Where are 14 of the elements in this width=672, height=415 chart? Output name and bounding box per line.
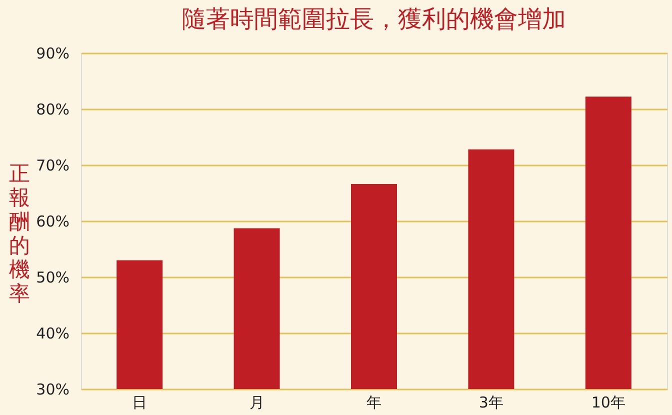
y-tick-label: 30% (36, 380, 70, 398)
y-tick-label: 60% (36, 212, 70, 230)
x-tick-label: 10年 (591, 394, 626, 412)
y-tick-label: 40% (36, 324, 70, 342)
y-tick-label: 50% (36, 268, 70, 286)
chart-title: 隨著時間範圍拉長，獲利的機會增加 (182, 5, 566, 33)
x-tick-label: 年 (366, 394, 382, 412)
y-tick-label: 70% (36, 156, 70, 174)
x-tick-label: 月 (249, 394, 264, 412)
y-axis-title: 正報酬的機率 (9, 162, 30, 306)
x-tick-label: 日 (132, 394, 148, 412)
y-tick-label: 80% (36, 100, 70, 118)
y-tick-label: 90% (36, 44, 70, 62)
x-tick-label: 3年 (478, 394, 504, 412)
